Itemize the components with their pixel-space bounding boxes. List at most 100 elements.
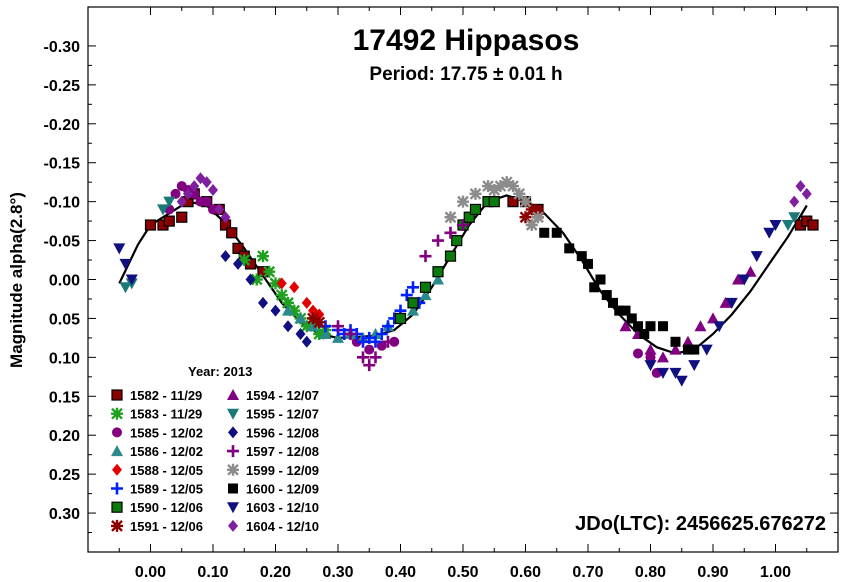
data-point xyxy=(163,215,175,227)
data-point xyxy=(614,305,625,316)
data-point xyxy=(539,227,550,238)
y-tick-label: 0.10 xyxy=(49,350,80,367)
data-point xyxy=(295,328,306,340)
legend-entry-label: 1590 - 12/06 xyxy=(130,500,203,515)
data-point xyxy=(300,320,313,333)
data-point xyxy=(301,296,312,309)
data-point xyxy=(232,242,244,254)
y-tick-label: -0.30 xyxy=(44,39,81,56)
data-point xyxy=(620,305,631,316)
x-tick-label: 0.10 xyxy=(197,564,228,581)
legend-entry-label: 1583 - 11/29 xyxy=(130,407,202,422)
legend-marker xyxy=(111,482,123,495)
legend-entry-label: 1591 - 12/06 xyxy=(130,519,203,534)
legend-marker xyxy=(111,519,123,532)
data-point xyxy=(332,320,344,333)
legend-marker xyxy=(227,463,239,476)
data-point xyxy=(269,277,282,290)
data-point xyxy=(463,211,475,223)
data-point xyxy=(694,320,707,332)
legend-marker xyxy=(227,502,239,514)
data-point xyxy=(457,195,469,208)
data-point xyxy=(525,203,538,216)
data-point xyxy=(583,258,593,269)
data-point xyxy=(644,343,657,355)
x-tick-label: 0.60 xyxy=(510,564,541,581)
data-point xyxy=(119,282,132,294)
data-point xyxy=(626,313,637,324)
legend-entry-label: 1586 - 12/02 xyxy=(130,444,203,459)
data-point xyxy=(551,227,562,238)
data-point xyxy=(619,320,632,332)
data-point xyxy=(682,335,694,347)
data-point xyxy=(513,187,526,200)
data-point xyxy=(288,304,301,317)
data-point xyxy=(144,219,157,231)
data-point xyxy=(795,180,806,193)
data-point xyxy=(519,195,532,208)
data-point xyxy=(657,367,669,379)
data-point xyxy=(394,312,407,325)
data-point xyxy=(488,183,501,196)
data-point xyxy=(220,250,231,263)
data-point xyxy=(189,180,200,193)
data-point xyxy=(519,211,532,224)
legend-entry-label: 1597 - 12/08 xyxy=(246,444,319,459)
axis-ticks: 0.00 0.10 0.20 0.30 0.40 0.50 0.60 0.70 0.80 0.90… xyxy=(44,7,838,581)
x-tick-label: 0.50 xyxy=(447,564,478,581)
legend-entry-label: 1599 - 12/09 xyxy=(246,463,319,478)
legend: Year: 2013 1582 - 11/29 1583 - 11/29 1585 … xyxy=(111,364,319,534)
data-point xyxy=(282,296,294,309)
data-point xyxy=(789,195,800,208)
data-point xyxy=(713,321,726,333)
data-point xyxy=(307,312,319,325)
data-point xyxy=(451,234,463,247)
data-points xyxy=(113,172,819,387)
data-point xyxy=(313,328,326,340)
data-point xyxy=(282,304,294,316)
y-tick-label: -0.05 xyxy=(44,234,81,251)
data-point xyxy=(688,360,701,372)
data-point xyxy=(382,335,394,348)
data-point xyxy=(744,265,757,277)
legend-entry-label: 1582 - 11/29 xyxy=(130,388,202,403)
data-point xyxy=(157,204,169,216)
x-tick-label: 0.70 xyxy=(572,564,603,581)
data-point xyxy=(633,348,643,359)
legend-marker xyxy=(227,389,239,400)
data-point xyxy=(244,258,257,270)
data-point xyxy=(683,344,693,355)
legend-entry-label: 1596 - 12/08 xyxy=(246,425,319,440)
data-point xyxy=(763,227,776,239)
data-point xyxy=(275,289,288,302)
data-point xyxy=(294,312,307,324)
data-point xyxy=(357,351,369,364)
x-tick-label: 0.20 xyxy=(260,564,291,581)
data-point xyxy=(382,320,394,333)
data-point xyxy=(500,176,513,189)
data-point xyxy=(113,243,126,255)
data-point xyxy=(658,321,668,332)
y-tick-label: 0.15 xyxy=(49,389,80,406)
legend-entry-label: 1594 - 12/07 xyxy=(246,388,319,403)
chart-title: 17492 Hippasos xyxy=(353,24,580,57)
data-point xyxy=(245,273,256,286)
data-point xyxy=(432,273,444,285)
data-point xyxy=(419,289,432,301)
data-point xyxy=(444,211,457,224)
legend-marker xyxy=(112,463,122,476)
y-tick-label: -0.25 xyxy=(44,78,81,95)
legend-marker xyxy=(111,389,123,401)
data-point xyxy=(313,316,326,329)
data-point xyxy=(444,250,457,262)
data-point xyxy=(208,183,218,196)
data-point xyxy=(301,335,312,348)
data-point xyxy=(645,352,656,363)
data-point xyxy=(307,320,319,332)
data-point xyxy=(214,203,225,216)
data-point xyxy=(432,234,444,247)
data-point xyxy=(276,277,287,290)
data-point xyxy=(601,290,612,301)
data-point xyxy=(258,296,268,309)
